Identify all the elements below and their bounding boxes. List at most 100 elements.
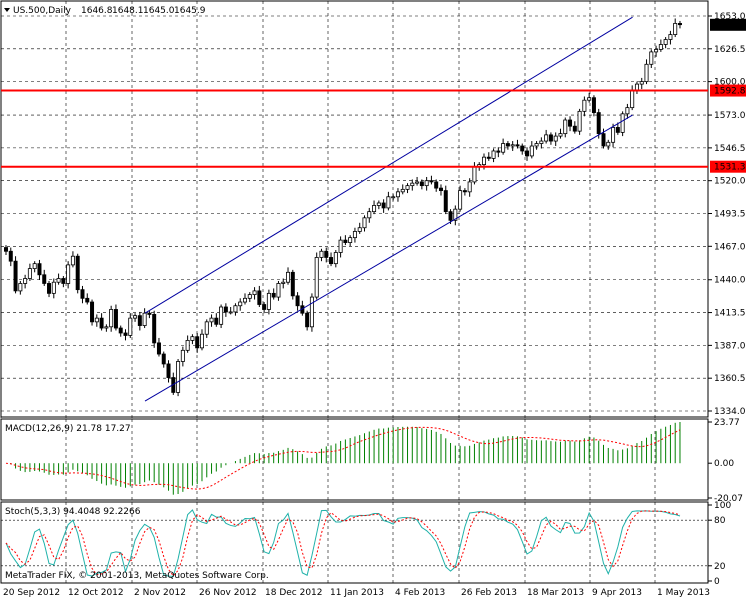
candle-body [252, 290, 257, 296]
candle-body [199, 333, 204, 349]
candle-body [472, 166, 477, 183]
candle-body [668, 34, 673, 40]
x-tick-label: 26 Nov 2012 [199, 588, 257, 598]
y-tick-label: 1653.0 [714, 12, 746, 22]
candle-body [295, 295, 300, 307]
candle-body [410, 182, 415, 187]
x-tick-label: 18 Mar 2013 [527, 588, 584, 598]
stoch-signal-line [5, 510, 681, 577]
y-tick-label: 1573.0 [714, 111, 746, 121]
channel-line [144, 16, 633, 314]
x-tick-label: 12 Oct 2012 [68, 588, 124, 598]
candle-body [510, 144, 515, 147]
candle-body [438, 187, 443, 191]
candles-layer [4, 18, 682, 397]
candle-body [634, 83, 639, 91]
macd-signal-line [5, 426, 681, 490]
candle-body [190, 336, 195, 341]
candle-body [677, 23, 682, 26]
candle-body [90, 301, 95, 323]
candle-body [654, 49, 659, 53]
ohlc-low: 1645.0 [143, 6, 175, 16]
price-panel-frame [0, 0, 709, 418]
candle-body [324, 250, 329, 258]
stoch-title: Stoch(5,3,3) 94.4048 92.2266 [5, 507, 141, 517]
candle-body [70, 255, 75, 266]
candle-body [94, 317, 99, 323]
candle-body [247, 294, 252, 299]
candle-body [219, 306, 224, 325]
candle-body [434, 181, 439, 189]
candle-body [242, 297, 247, 303]
candle-body [348, 237, 353, 243]
candle-body [453, 208, 458, 221]
candle-body [481, 156, 486, 165]
candle-body [496, 150, 501, 153]
candle-body [544, 134, 549, 142]
candle-body [424, 180, 429, 187]
candle-body [362, 217, 367, 229]
macd-tick-label: 0.00 [714, 459, 734, 469]
candle-body [32, 263, 37, 270]
ohlc-open: 1646.8 [81, 6, 113, 16]
candle-body [286, 271, 291, 283]
candle-body [525, 150, 530, 157]
y-tick-label: 1493.5 [714, 210, 746, 220]
candle-body [233, 305, 238, 313]
candle-body [4, 247, 9, 252]
candle-body [338, 239, 343, 253]
candle-body [42, 274, 47, 284]
candle-body [309, 296, 314, 328]
candle-body [381, 202, 386, 209]
candle-body [415, 181, 420, 184]
candle-body [458, 190, 463, 210]
level-tag [710, 160, 746, 173]
candle-body [113, 309, 118, 329]
y-tick-label: 1626.5 [714, 45, 746, 55]
y-tick-label: 1360.5 [714, 374, 746, 384]
candle-body [591, 97, 596, 113]
candle-body [128, 317, 133, 336]
y-tick-label: 1387.0 [714, 341, 746, 351]
candle-body [572, 125, 577, 132]
axis-labels-layer: 20 Sep 2012 12 Oct 2012 2 Nov 2012 26 Nov 2… [3, 12, 746, 598]
x-tick-label: 9 Apr 2013 [592, 588, 642, 598]
candle-body [419, 181, 424, 187]
candle-body [568, 119, 573, 127]
x-tick-label: 1 May 2013 [657, 588, 710, 598]
stoch-tick-label: 20 [714, 562, 726, 572]
candle-body [8, 250, 13, 262]
candle-body [515, 144, 520, 147]
candle-body [620, 113, 625, 133]
x-tick-label: 2 Nov 2012 [134, 588, 186, 598]
candle-body [228, 311, 233, 314]
candle-body [257, 290, 262, 305]
candle-body [577, 110, 582, 132]
candle-body [214, 317, 219, 325]
candle-body [195, 336, 200, 349]
candle-body [271, 292, 276, 298]
candle-body [61, 278, 66, 284]
candle-body [649, 51, 654, 65]
candle-body [56, 278, 61, 283]
candle-body [75, 255, 80, 291]
candle-body [118, 327, 123, 334]
candle-body [319, 250, 324, 258]
candle-body [18, 283, 23, 292]
candle-body [343, 239, 348, 243]
candle-body [625, 107, 630, 115]
x-tick-label: 18 Dec 2012 [265, 588, 323, 598]
y-tick-label: 1334.0 [714, 407, 746, 417]
ohlc-close: 1645.9 [174, 6, 206, 16]
grid-layer [0, 1, 708, 583]
y-tick-label: 1520.0 [714, 177, 746, 187]
candle-body [395, 191, 400, 198]
x-tick-label: 11 Jan 2013 [330, 588, 384, 598]
stoch-tick-label: 0 [714, 577, 720, 587]
candle-body [166, 363, 171, 378]
menu-triangle-icon[interactable] [4, 8, 10, 12]
candle-body [563, 119, 568, 135]
candle-body [462, 190, 467, 193]
